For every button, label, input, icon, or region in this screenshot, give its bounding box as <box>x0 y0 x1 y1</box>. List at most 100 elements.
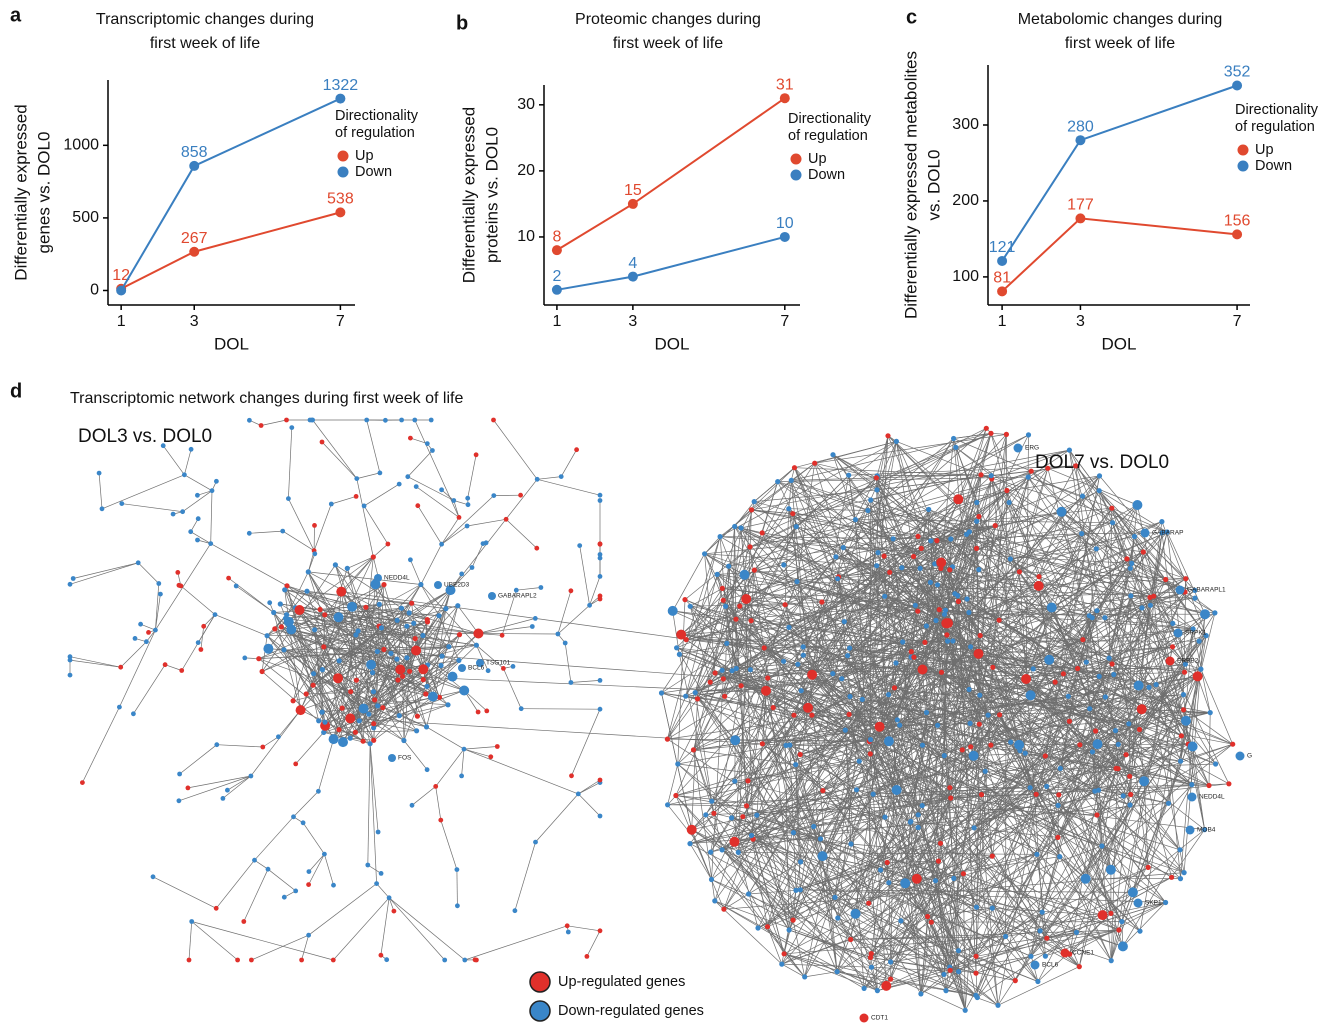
network-edge <box>190 531 211 544</box>
network-edge <box>675 795 794 921</box>
network-node <box>759 530 765 536</box>
network-edge <box>676 647 1192 785</box>
network-edge <box>120 641 147 668</box>
network-edge <box>719 536 726 607</box>
network-node <box>1235 751 1245 761</box>
network-node <box>665 802 671 808</box>
network-edge <box>975 911 1043 974</box>
network-node <box>458 664 466 672</box>
legend-marker <box>1237 160 1249 172</box>
network-node <box>1073 929 1080 936</box>
network-edge <box>884 745 923 818</box>
network-edge <box>734 740 871 958</box>
network-node <box>456 657 462 664</box>
network-node <box>1093 546 1099 552</box>
network-edge <box>1092 694 1184 753</box>
network-edge <box>966 598 1078 669</box>
network-node <box>176 582 182 588</box>
network-edge <box>1102 876 1172 916</box>
network-edge <box>278 709 301 738</box>
network-edge <box>947 531 1168 627</box>
network-edge <box>724 696 852 940</box>
network-edge <box>1045 932 1077 957</box>
network-edge <box>411 786 436 806</box>
data-label: 280 <box>1067 118 1094 135</box>
network-node <box>1131 533 1138 540</box>
network-edge <box>191 921 334 961</box>
network-edge <box>286 585 382 629</box>
network-node <box>1163 899 1169 906</box>
network-node <box>955 598 962 605</box>
network-node <box>293 888 299 894</box>
network-node <box>1146 684 1152 691</box>
network-node <box>374 648 380 655</box>
network-edge <box>435 748 465 787</box>
network-edge <box>722 566 730 601</box>
network-node <box>817 851 828 862</box>
network-node <box>1073 463 1079 469</box>
network-node <box>445 585 456 596</box>
network-edge <box>976 502 1000 621</box>
network-edge <box>1063 673 1116 731</box>
network-edge <box>463 746 498 750</box>
network-node <box>510 664 516 669</box>
network-edge <box>680 600 724 635</box>
network-edge <box>714 672 846 731</box>
network-edge <box>266 635 405 741</box>
network-node <box>420 632 426 639</box>
network-node <box>394 617 400 623</box>
network-edge <box>880 471 1032 871</box>
network-node <box>783 742 789 749</box>
chart-title: first week of life <box>613 35 723 52</box>
network-edge <box>373 543 389 558</box>
network-node <box>1196 638 1202 644</box>
network-node <box>1123 752 1129 758</box>
network-edge <box>879 726 1192 785</box>
network-edge <box>832 454 856 520</box>
network-node <box>795 661 801 667</box>
network-edge <box>793 880 936 921</box>
network-edge <box>340 591 359 632</box>
network-node <box>835 915 841 921</box>
network-edge <box>684 599 804 656</box>
network-edge <box>1069 450 1083 534</box>
network-node <box>1203 633 1209 639</box>
network-node <box>312 523 317 528</box>
network-edge <box>399 715 427 728</box>
network-edge <box>1208 712 1211 786</box>
network-edge <box>349 713 370 739</box>
network-node <box>859 696 865 703</box>
series-line <box>556 235 786 291</box>
network-edge <box>795 764 886 818</box>
network-edge <box>694 588 723 693</box>
network-edge <box>800 889 959 972</box>
network-node <box>242 655 248 661</box>
network-edge <box>1061 511 1132 564</box>
network-node <box>1153 682 1159 688</box>
network-node <box>474 957 479 963</box>
network-node <box>803 702 813 713</box>
network-edge <box>973 827 1048 939</box>
network-node <box>439 487 444 493</box>
network-edge <box>842 499 872 548</box>
network-node <box>1075 665 1081 672</box>
network-node <box>409 600 415 606</box>
network-node <box>675 761 681 767</box>
network-node <box>345 713 356 724</box>
network-node <box>272 626 278 632</box>
network-node <box>209 488 215 494</box>
panel-label: b <box>456 12 468 34</box>
network-edge <box>450 567 473 591</box>
network-edge <box>855 519 1113 524</box>
network-edge <box>849 582 931 697</box>
network-edge <box>807 705 891 963</box>
y-tick-label: 500 <box>72 209 99 226</box>
network-node <box>597 928 603 934</box>
network-edge <box>133 664 166 714</box>
network-node <box>534 476 540 482</box>
network-edge <box>1139 640 1200 730</box>
network-node <box>720 597 726 603</box>
network-node <box>1094 812 1100 818</box>
network-node <box>951 435 957 442</box>
network-edge <box>751 699 863 836</box>
